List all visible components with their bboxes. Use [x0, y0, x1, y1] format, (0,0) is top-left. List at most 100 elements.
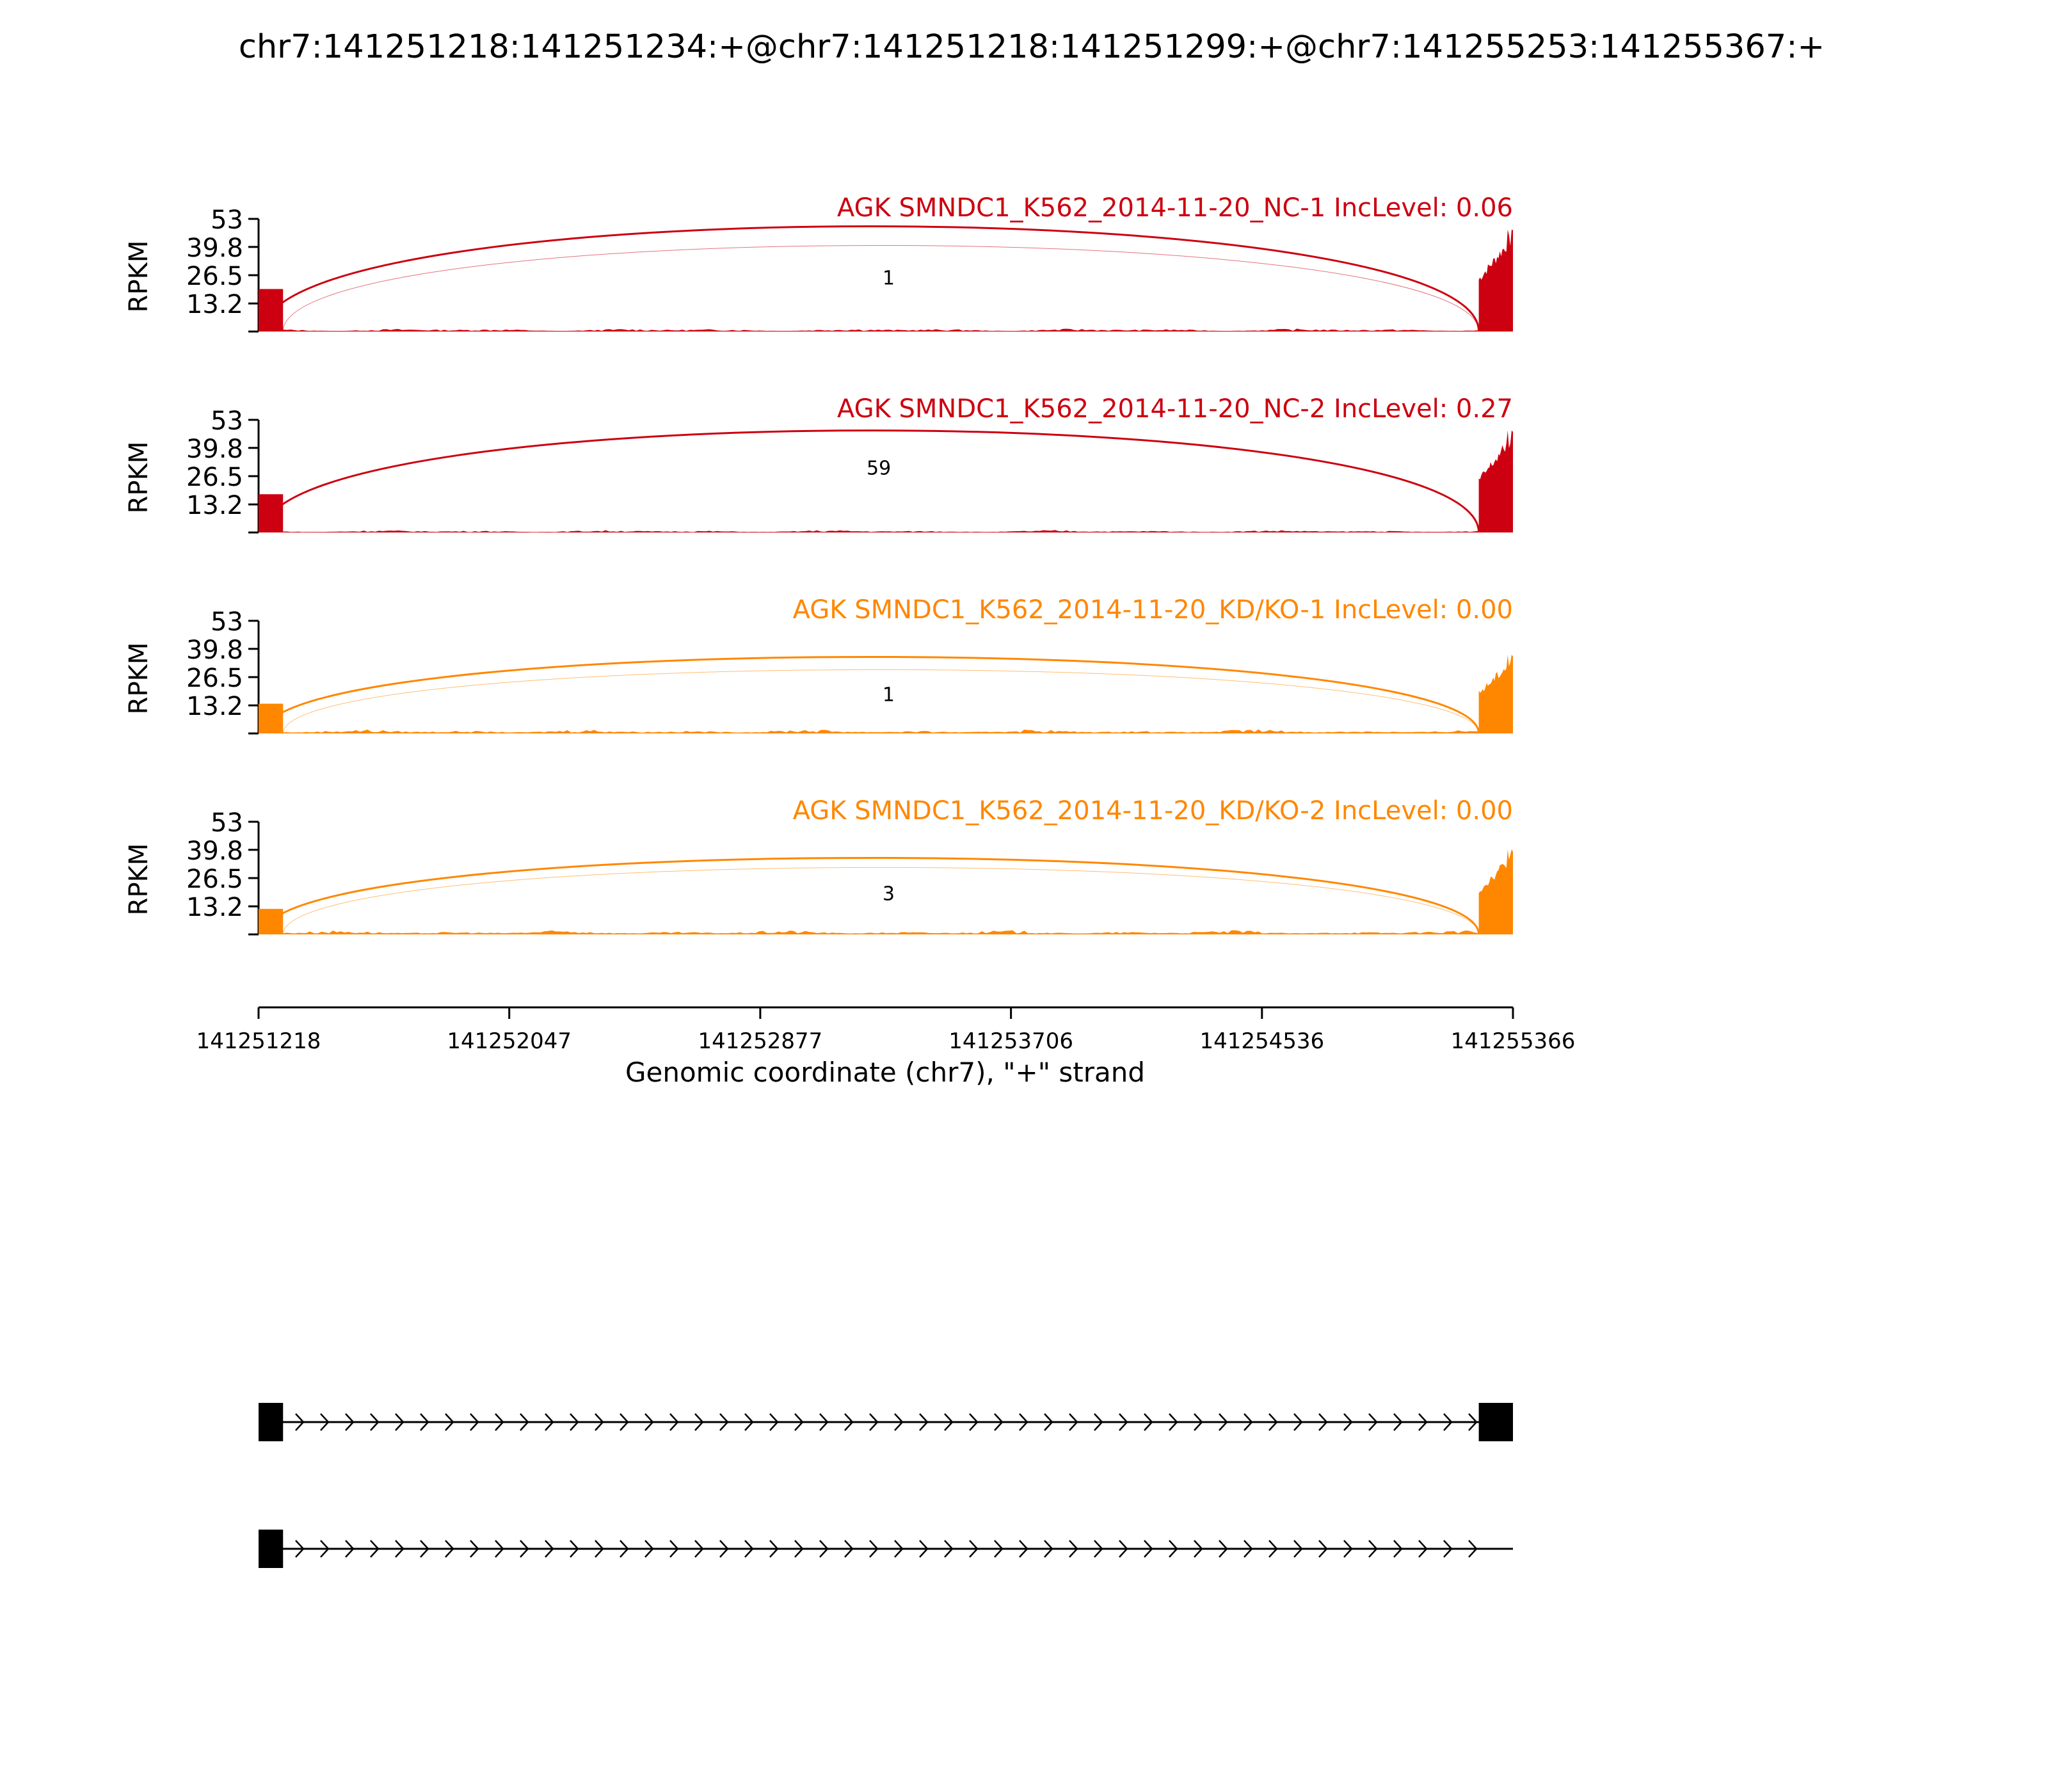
track-1: 13.226.539.853 RPKM AGK SMNDC1_K562_2014-1… — [124, 193, 1513, 333]
strand-arrow — [470, 1540, 479, 1558]
strand-arrow — [520, 1540, 529, 1558]
strand-arrow — [744, 1540, 754, 1558]
strand-arrow — [819, 1540, 829, 1558]
junction-arc — [282, 245, 1480, 332]
strand-arrow — [869, 1540, 879, 1558]
track-label: AGK SMNDC1_K562_2014-11-20_NC-1 IncLevel… — [837, 193, 1513, 223]
strand-arrow — [1119, 1540, 1128, 1558]
strand-arrow — [595, 1413, 604, 1431]
strand-arrow — [1169, 1413, 1178, 1431]
y-tick-label: 26.5 — [186, 463, 243, 492]
isoform-exon — [259, 1403, 284, 1441]
track-2: 13.226.539.853 RPKM AGK SMNDC1_K562_2014-1… — [124, 394, 1513, 534]
strand-arrow — [769, 1540, 779, 1558]
y-tick-label: 39.8 — [186, 435, 243, 464]
strand-arrow — [1418, 1413, 1428, 1431]
strand-arrow — [1194, 1413, 1203, 1431]
x-tick-label: 141254536 — [1199, 1028, 1324, 1054]
strand-arrow — [545, 1413, 554, 1431]
strand-arrow — [969, 1413, 979, 1431]
track-label: AGK SMNDC1_K562_2014-11-20_NC-2 IncLevel… — [837, 394, 1513, 424]
strand-arrow — [370, 1540, 380, 1558]
isoform-exon — [259, 1530, 284, 1568]
strand-arrow — [345, 1540, 355, 1558]
x-axis-label: Genomic coordinate (chr7), "+" strand — [625, 1057, 1145, 1088]
strand-arrow — [445, 1540, 454, 1558]
strand-arrow — [819, 1413, 829, 1431]
strand-arrow — [1119, 1413, 1128, 1431]
y-tick-label: 13.2 — [186, 491, 243, 520]
coverage-exon-end — [1478, 655, 1513, 733]
strand-arrow — [1368, 1413, 1378, 1431]
y-tick-label: 39.8 — [186, 836, 243, 866]
coverage-exon-start — [259, 703, 284, 733]
junction-arc — [262, 429, 1480, 533]
coverage-exon-end — [1478, 849, 1513, 934]
x-tick-label: 141253706 — [948, 1028, 1073, 1054]
strand-arrow — [570, 1413, 579, 1431]
y-tick-label: 13.2 — [186, 893, 243, 922]
junction-count: 1 — [883, 267, 895, 289]
coverage-intron — [283, 328, 1479, 332]
strand-arrow — [994, 1540, 1004, 1558]
strand-arrow — [1044, 1413, 1053, 1431]
junction-arc — [282, 669, 1480, 734]
strand-arrow — [445, 1413, 454, 1431]
junction-arc — [262, 225, 1480, 332]
strand-arrow — [794, 1540, 804, 1558]
strand-arrow — [1468, 1540, 1478, 1558]
coverage-intron — [283, 930, 1479, 934]
strand-arrow — [1393, 1413, 1403, 1431]
y-axis-label: RPKM — [124, 442, 154, 514]
strand-arrow — [1293, 1540, 1303, 1558]
isoform-1 — [259, 1403, 1513, 1441]
strand-arrow — [1094, 1413, 1103, 1431]
strand-arrow — [694, 1540, 704, 1558]
strand-arrow — [1194, 1540, 1203, 1558]
y-tick-label: 26.5 — [186, 865, 243, 894]
strand-arrow — [669, 1413, 679, 1431]
y-tick-label: 53 — [211, 808, 243, 838]
track-label: AGK SMNDC1_K562_2014-11-20_KD/KO-2 IncLe… — [793, 796, 1513, 826]
strand-arrow — [320, 1540, 330, 1558]
strand-arrow — [944, 1540, 954, 1558]
strand-arrow — [1343, 1540, 1353, 1558]
y-tick-label: 53 — [211, 406, 243, 436]
strand-arrow — [969, 1540, 979, 1558]
strand-arrow — [1418, 1540, 1428, 1558]
strand-arrow — [1268, 1413, 1278, 1431]
track-label: AGK SMNDC1_K562_2014-11-20_KD/KO-1 IncLe… — [793, 595, 1513, 625]
strand-arrow — [320, 1413, 330, 1431]
strand-arrow — [1019, 1413, 1028, 1431]
coverage-exon-end — [1478, 430, 1513, 532]
strand-arrow — [1443, 1540, 1453, 1558]
x-tick-label: 141255366 — [1451, 1028, 1576, 1054]
strand-arrow — [1343, 1413, 1353, 1431]
x-axis: 141251218 141252047 141252877 141253706 1412… — [196, 1006, 1576, 1054]
strand-arrow — [1069, 1413, 1078, 1431]
junction-arc — [262, 856, 1480, 935]
strand-arrow — [694, 1413, 704, 1431]
strand-arrow — [869, 1413, 879, 1431]
strand-arrow — [644, 1413, 654, 1431]
x-tick-label: 141252877 — [698, 1028, 823, 1054]
strand-arrow — [1244, 1540, 1253, 1558]
strand-arrow — [944, 1413, 954, 1431]
isoform-exon — [1478, 1403, 1513, 1441]
strand-arrow — [420, 1540, 429, 1558]
junction-count: 59 — [867, 458, 891, 480]
strand-arrow — [719, 1413, 729, 1431]
y-tick-label: 13.2 — [186, 290, 243, 319]
junction-count-box — [854, 876, 908, 904]
strand-arrow — [545, 1540, 554, 1558]
strand-arrow — [1368, 1540, 1378, 1558]
coverage-exon-start — [259, 289, 284, 332]
strand-arrow — [295, 1413, 305, 1431]
strand-arrow — [1144, 1540, 1153, 1558]
strand-arrow — [769, 1413, 779, 1431]
strand-arrow — [794, 1413, 804, 1431]
strand-arrow — [844, 1413, 854, 1431]
strand-arrow — [1244, 1413, 1253, 1431]
y-tick-label: 53 — [211, 607, 243, 637]
